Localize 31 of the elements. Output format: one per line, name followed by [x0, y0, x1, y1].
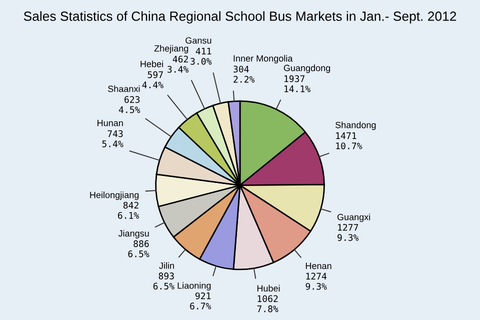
- data-label: 304 2.2%: [234, 66, 255, 83]
- slice-label: Inner Mongolia: [234, 54, 293, 64]
- data-label: 842 6.1%: [118, 202, 139, 219]
- data-label: 462 3.4%: [168, 56, 189, 73]
- slice-label: Heilongjiang: [90, 192, 139, 200]
- data-label: 1471 10.7%: [336, 132, 362, 150]
- data-label: 743 5.4%: [102, 130, 124, 148]
- chart-title: Sales Statistics of China Regional School Bus Markets in Jan.- Sept. 2012: [24, 11, 456, 24]
- slice-label: Zhejiang: [154, 45, 188, 54]
- data-label: 623 4.5%: [118, 96, 140, 114]
- slice-label: Guangxi: [337, 214, 370, 222]
- slice-label: Shandong: [335, 122, 376, 130]
- slice-label: Hebei: [140, 60, 163, 68]
- data-label: 893 6.5%: [153, 272, 174, 290]
- slice-label: Liaoning: [178, 282, 211, 291]
- slice-label: Shaanxi: [108, 85, 140, 92]
- data-label: 886 6.5%: [128, 240, 150, 258]
- slice-label: Henan: [306, 262, 332, 270]
- slice-label: Hunan: [98, 120, 123, 126]
- data-label: 1937 14.1%: [284, 75, 310, 92]
- slice-label: Hubei: [257, 284, 280, 292]
- data-label: 1277 9.3%: [338, 224, 359, 241]
- slice-label: Jiangsu: [118, 230, 149, 238]
- data-label: 411 3.0%: [190, 48, 212, 65]
- slice-label: Gansu: [186, 37, 212, 44]
- data-label: 1274 9.3%: [306, 272, 327, 290]
- slice-label: Jilin: [159, 262, 174, 269]
- data-label: 921 6.7%: [190, 292, 212, 310]
- data-label: 1062 7.8%: [257, 295, 278, 312]
- slice-label: Guangdong: [284, 64, 330, 73]
- data-label: 597 4.4%: [142, 71, 164, 88]
